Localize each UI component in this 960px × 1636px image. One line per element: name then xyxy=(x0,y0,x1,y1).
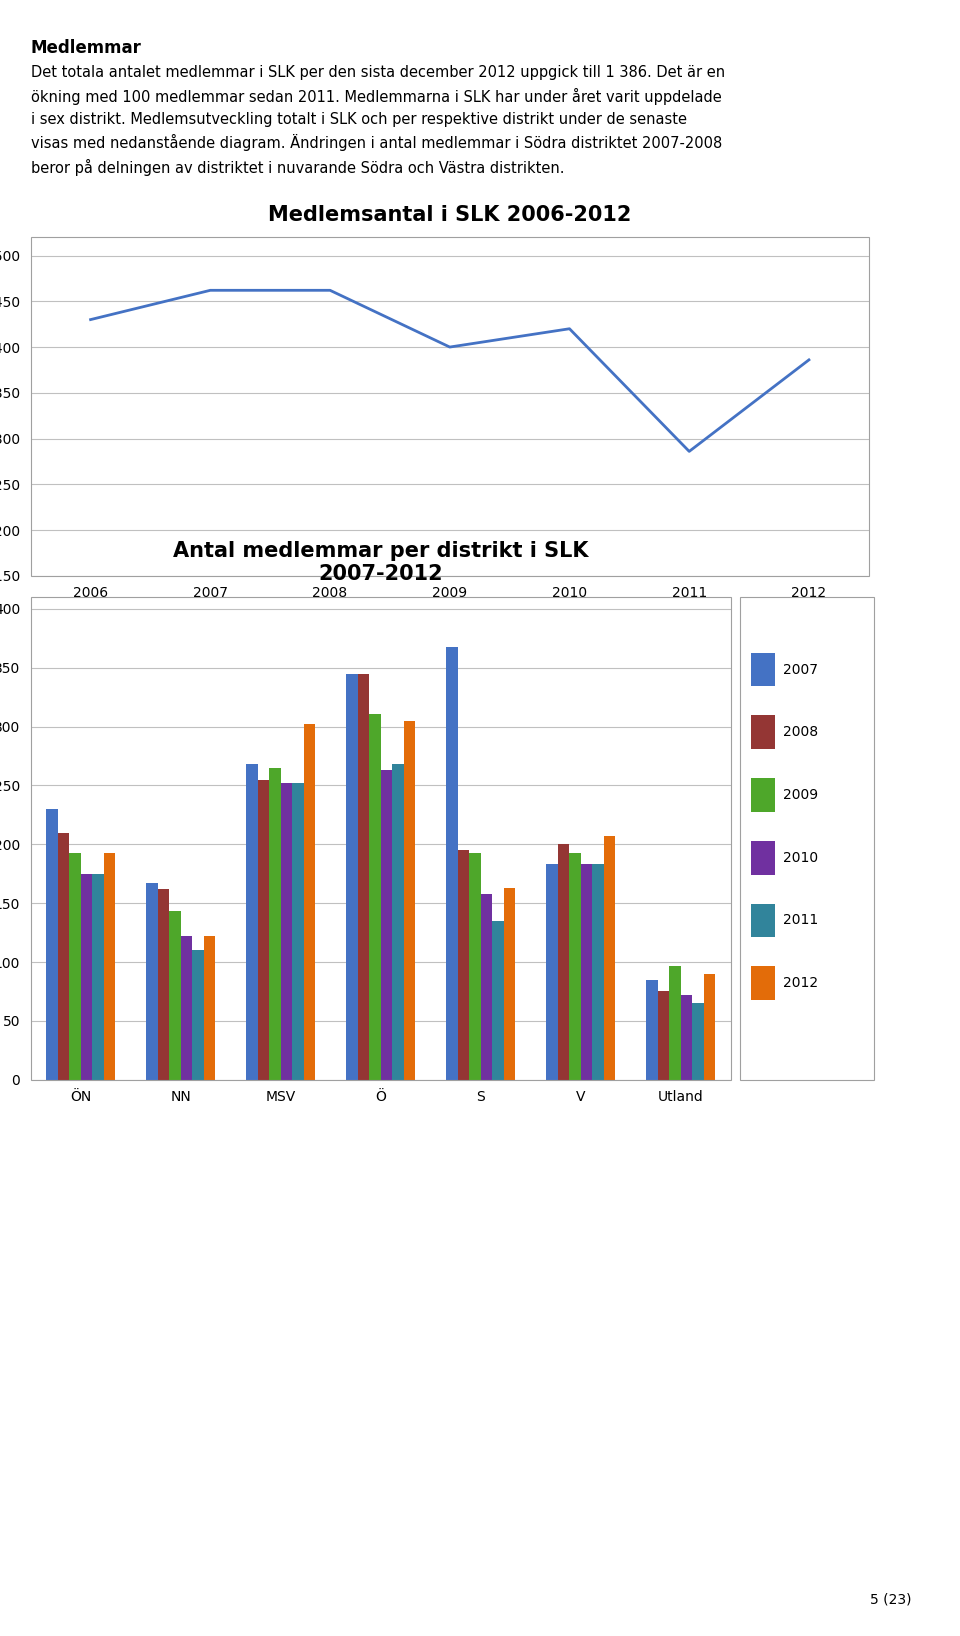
Bar xyxy=(751,903,775,937)
Text: Det totala antalet medlemmar i SLK per den sista december 2012 uppgick till 1 38: Det totala antalet medlemmar i SLK per d… xyxy=(31,65,725,177)
Title: Antal medlemmar per distrikt i SLK
2007-2012: Antal medlemmar per distrikt i SLK 2007-… xyxy=(173,542,588,584)
Bar xyxy=(569,852,581,1080)
Bar xyxy=(492,921,504,1080)
Bar xyxy=(280,784,292,1080)
Bar xyxy=(469,852,481,1080)
Bar xyxy=(458,851,469,1080)
Bar xyxy=(370,713,380,1080)
Bar xyxy=(751,653,775,687)
Text: Medlemmar: Medlemmar xyxy=(31,39,141,57)
Bar xyxy=(558,844,569,1080)
Bar xyxy=(358,674,370,1080)
Bar xyxy=(504,888,516,1080)
Text: 2008: 2008 xyxy=(782,725,818,739)
Bar xyxy=(146,883,157,1080)
Bar xyxy=(392,764,403,1080)
Bar xyxy=(292,784,303,1080)
Bar xyxy=(681,995,692,1080)
Bar xyxy=(481,893,492,1080)
Bar xyxy=(581,864,592,1080)
Text: 2010: 2010 xyxy=(782,851,818,865)
Bar xyxy=(592,864,604,1080)
Bar xyxy=(180,936,192,1080)
Bar xyxy=(669,965,681,1080)
Bar xyxy=(92,874,104,1080)
Bar xyxy=(204,936,215,1080)
Bar xyxy=(604,836,615,1080)
Bar xyxy=(751,715,775,749)
Bar xyxy=(751,841,775,875)
Bar xyxy=(704,973,715,1080)
Bar xyxy=(751,779,775,811)
Bar xyxy=(192,951,204,1080)
Text: 2007: 2007 xyxy=(782,663,818,677)
Text: 2011: 2011 xyxy=(782,913,818,928)
Text: 5 (23): 5 (23) xyxy=(871,1592,912,1607)
Text: 2009: 2009 xyxy=(782,789,818,802)
Bar xyxy=(157,888,169,1080)
Bar xyxy=(646,980,658,1080)
Bar xyxy=(380,771,392,1080)
Text: 2012: 2012 xyxy=(782,977,818,990)
Bar xyxy=(403,721,415,1080)
Bar xyxy=(81,874,92,1080)
Bar xyxy=(246,764,257,1080)
Bar xyxy=(546,864,558,1080)
Bar xyxy=(303,725,315,1080)
Bar xyxy=(347,674,358,1080)
Bar xyxy=(58,833,69,1080)
Bar xyxy=(446,646,458,1080)
Bar xyxy=(751,967,775,1000)
Bar xyxy=(692,1003,704,1080)
Bar xyxy=(269,767,280,1080)
Bar xyxy=(69,852,81,1080)
Bar xyxy=(169,911,180,1080)
Bar xyxy=(257,780,269,1080)
Bar xyxy=(46,810,58,1080)
Bar xyxy=(104,852,115,1080)
Bar xyxy=(658,991,669,1080)
Title: Medlemsantal i SLK 2006-2012: Medlemsantal i SLK 2006-2012 xyxy=(268,204,632,224)
